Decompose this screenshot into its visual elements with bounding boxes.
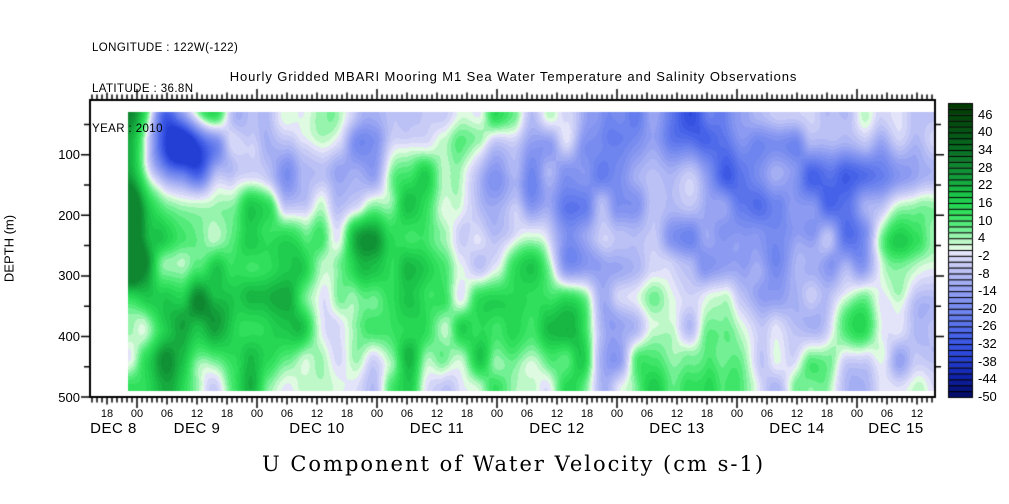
date-label: DEC 10	[289, 420, 345, 437]
hour-tick-label: 12	[310, 408, 324, 420]
colorbar-tick-label: 34	[978, 142, 993, 158]
hour-tick-label: 18	[100, 408, 114, 420]
colorbar-tick-label: 46	[978, 106, 993, 122]
meta-longitude: LONGITUDE : 122W(-122)	[92, 42, 239, 54]
hour-tick-label: 12	[190, 408, 204, 420]
date-label: DEC 11	[409, 420, 465, 437]
date-label: DEC 12	[529, 420, 585, 437]
colorbar-tick-label: -2	[978, 247, 990, 263]
hour-tick-label: 00	[130, 408, 144, 420]
hour-tick-label: 06	[160, 408, 174, 420]
hour-tick-label: 18	[820, 408, 834, 420]
date-label: DEC 13	[649, 420, 705, 437]
hour-tick-label: 12	[670, 408, 684, 420]
colorbar-tick-label: 22	[978, 177, 993, 193]
hour-tick-label: 12	[910, 408, 924, 420]
hour-tick-label: 00	[490, 408, 504, 420]
hour-tick-label: 06	[520, 408, 534, 420]
y-tick-label: 400	[58, 328, 80, 344]
colorbar-tick-label: 16	[978, 194, 993, 210]
hour-tick-label: 12	[550, 408, 564, 420]
hour-tick-label: 00	[610, 408, 624, 420]
colorbar-tick-label: 4	[978, 230, 986, 246]
meta-latitude: LATITUDE : 36.8N	[92, 82, 194, 95]
hour-tick-label: 18	[220, 408, 234, 420]
colorbar-tick-label: -50	[978, 389, 997, 404]
colorbar-tick-label: -26	[978, 318, 997, 334]
hour-tick-label: 00	[850, 408, 864, 420]
metadata-block: LONGITUDE : 122W(-122) LATITUDE : 36.8N …	[92, 15, 238, 164]
colorbar-tick-label: 28	[978, 159, 993, 175]
colorbar-tick-label: -44	[978, 371, 997, 387]
hour-tick-label: 06	[280, 408, 294, 420]
colorbar-tick-label: 40	[978, 124, 993, 140]
y-tick-label: 300	[58, 268, 80, 284]
hour-tick-label: 18	[700, 408, 714, 420]
hour-tick-label: 18	[460, 408, 474, 420]
hour-tick-label: 00	[370, 408, 384, 420]
hour-tick-label: 06	[400, 408, 414, 420]
y-tick-label: 200	[58, 207, 80, 223]
hour-tick-label: 06	[760, 408, 774, 420]
colorbar-tick-label: -20	[978, 300, 997, 316]
hour-tick-label: 12	[790, 408, 804, 420]
hour-tick-label: 18	[580, 408, 594, 420]
hour-tick-label: 12	[430, 408, 444, 420]
hour-tick-label: 00	[730, 408, 744, 420]
date-label: DEC 15	[868, 420, 924, 437]
y-tick-label: 500	[58, 389, 80, 405]
colorbar-tick-label: -32	[978, 336, 997, 352]
variable-title: U Component of Water Velocity (cm s-1)	[261, 452, 766, 476]
hour-tick-label: 06	[880, 408, 894, 420]
colorbar-tick-label: -14	[978, 283, 997, 299]
date-label: DEC 8	[90, 420, 137, 437]
date-label: DEC 9	[173, 420, 221, 437]
meta-year: YEAR : 2010	[92, 123, 163, 135]
plot-title: Hourly Gridded MBARI Mooring M1 Sea Wate…	[229, 69, 798, 84]
y-tick-label: 100	[58, 147, 80, 163]
colorbar-tick-label: -8	[978, 265, 990, 281]
hour-tick-label: 06	[640, 408, 654, 420]
date-label: DEC 14	[769, 420, 825, 437]
y-axis-title: DEPTH (m)	[1, 214, 17, 283]
colorbar-tick-label: -38	[978, 353, 997, 369]
hour-tick-label: 00	[250, 408, 264, 420]
hour-tick-label: 18	[340, 408, 354, 420]
colorbar-tick-label: 10	[978, 212, 993, 228]
